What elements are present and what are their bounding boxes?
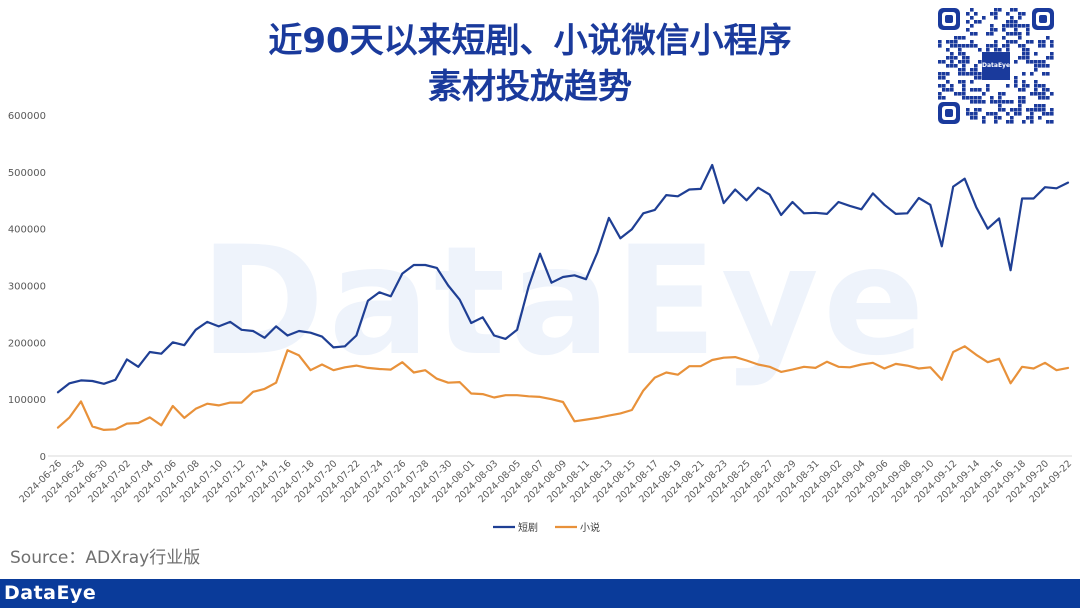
title-line-1: 近90天以来短剧、小说微信小程序 <box>268 21 792 61</box>
footer-brand-logo: DataEye <box>4 582 97 604</box>
y-tick-label: 600000 <box>8 111 46 122</box>
line-chart: 0 100000 200000 300000 400000 500000 600000 20… <box>8 111 1074 534</box>
qr-code-icon: DataEye <box>936 6 1056 126</box>
chart-title: 近90天以来短剧、小说微信小程序 素材投放趋势 <box>130 18 930 110</box>
x-axis-tick-labels: 2024-06-262024-06-282024-06-302024-07-02… <box>17 458 1074 505</box>
y-tick-label: 0 <box>40 452 46 463</box>
series-line-novel <box>56 345 1070 431</box>
qr-code-graphic <box>938 8 1054 124</box>
footer-bar: DataEye <box>0 579 1080 608</box>
y-tick-label: 300000 <box>8 282 46 293</box>
watermark-logo: DataEye <box>200 215 929 389</box>
series-lines <box>56 163 1070 431</box>
y-tick-label: 400000 <box>8 225 46 236</box>
source-note: Source：ADXray行业版 <box>10 548 201 568</box>
chart-legend: 短剧 小说 <box>493 521 600 534</box>
y-axis-tick-labels: 0 100000 200000 300000 400000 500000 600000 <box>8 111 46 463</box>
series-line-short-drama <box>56 163 1070 394</box>
legend-label: 小说 <box>580 521 600 534</box>
qr-logo-badge: DataEye <box>982 52 1010 80</box>
y-tick-label: 200000 <box>8 338 46 349</box>
title-line-2: 素材投放趋势 <box>428 67 632 107</box>
y-tick-label: 500000 <box>8 168 46 179</box>
y-tick-label: 100000 <box>8 395 46 406</box>
legend-label: 短剧 <box>518 521 538 534</box>
